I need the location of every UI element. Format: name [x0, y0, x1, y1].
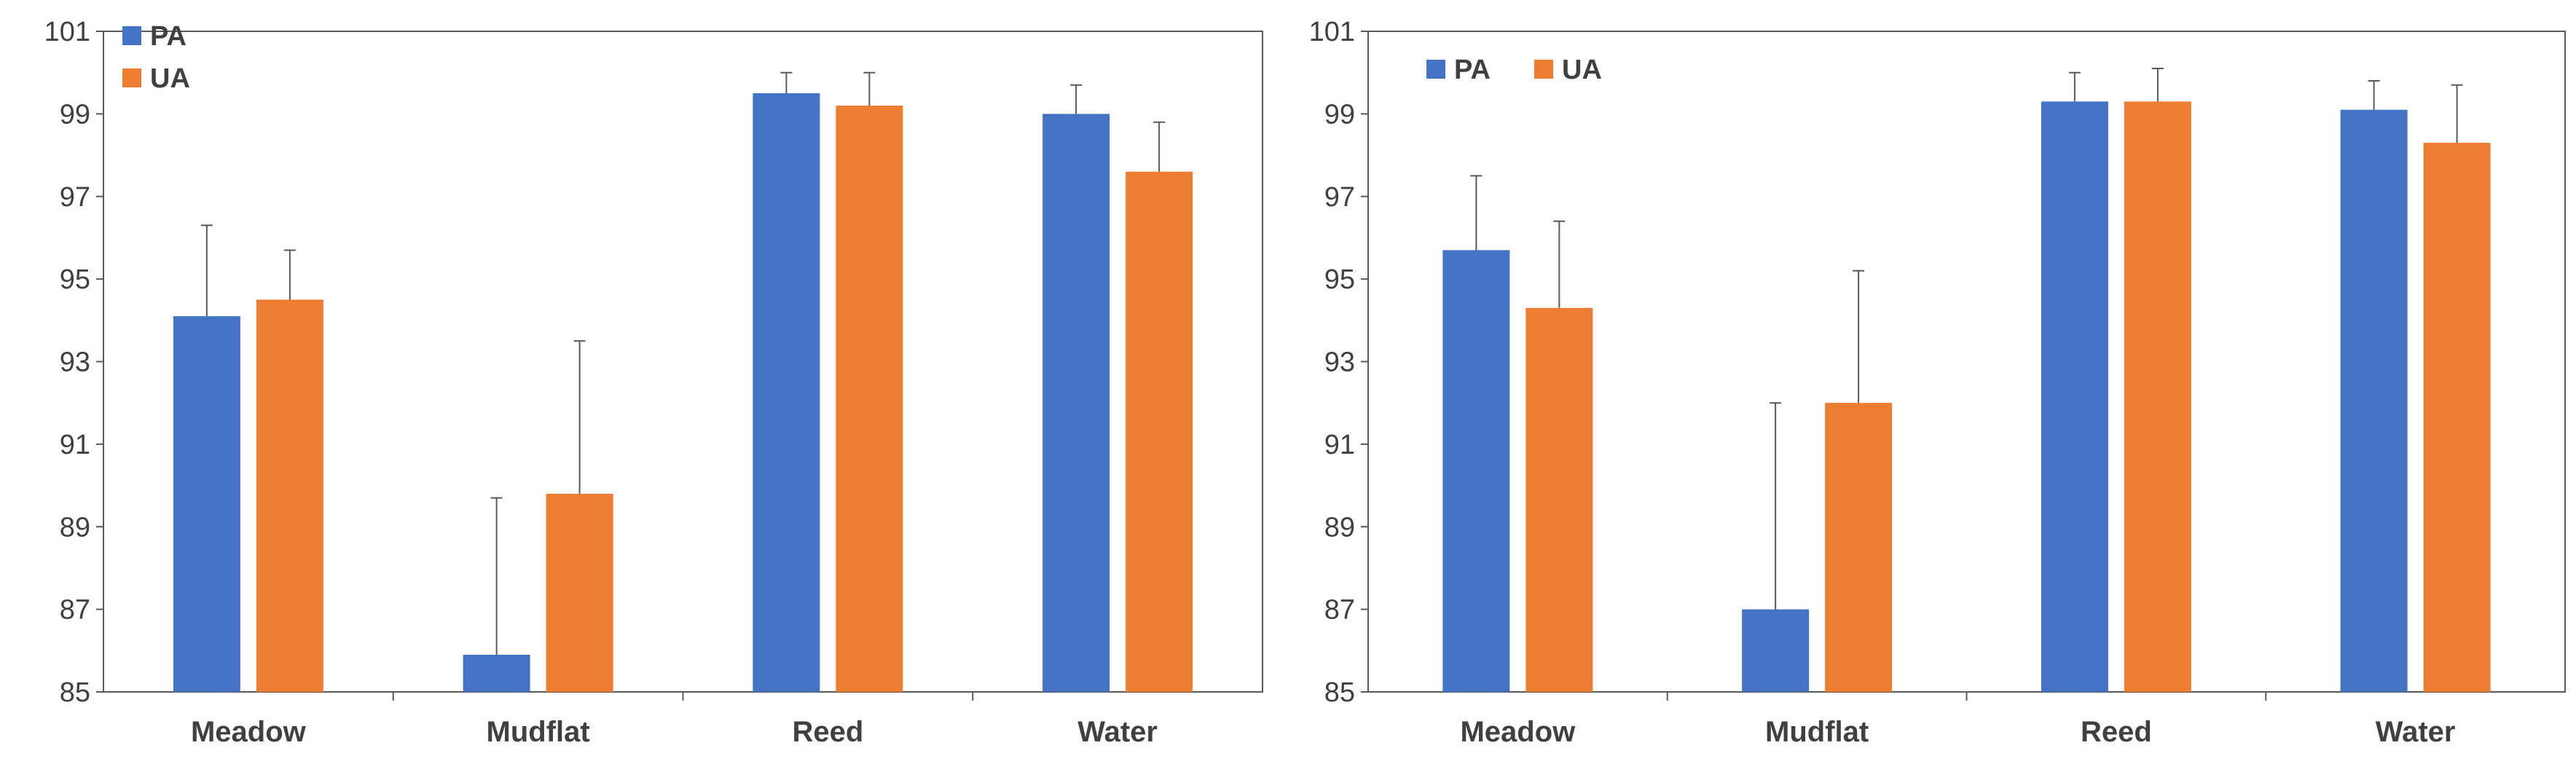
category-label: Water [2376, 716, 2456, 748]
y-tick-label: 85 [1324, 677, 1355, 708]
legend-swatch-ua [1534, 60, 1553, 79]
y-tick-label: 95 [60, 264, 90, 295]
bar-pa [2041, 101, 2108, 692]
category-label: Reed [792, 716, 863, 748]
category-label: Reed [2081, 716, 2152, 748]
bar-ua [2124, 101, 2191, 692]
y-tick-label: 99 [60, 99, 90, 130]
bar-ua [2423, 143, 2491, 692]
y-tick-label: 95 [1324, 264, 1355, 295]
category-label: Mudflat [1765, 716, 1869, 748]
bar-pa [173, 316, 240, 692]
y-tick-label: 89 [1324, 512, 1355, 543]
chart-1: 85 87 89 91 93 95 97 99 101 Meadow Mudflat Reed Wate… [44, 17, 1263, 748]
y-tick-label: 87 [1324, 595, 1355, 626]
bar-pa [1742, 609, 1810, 692]
y-tick-label: 91 [1324, 430, 1355, 460]
y-tick-label: 91 [60, 430, 90, 460]
bar-ua [546, 493, 613, 692]
legend-label-pa: PA [1454, 55, 1491, 85]
bar-pa [1442, 250, 1510, 693]
legend-swatch-pa [1426, 60, 1445, 79]
bar-ua [1825, 403, 1893, 692]
y-tick-label: 93 [1324, 347, 1355, 378]
bar-ua [256, 299, 323, 692]
legend: PA UA [1426, 55, 1602, 85]
y-tick-label: 93 [60, 347, 90, 378]
legend: PA UA [122, 21, 190, 94]
category-label: Meadow [191, 716, 307, 748]
legend-swatch-pa [122, 26, 141, 45]
y-tick-label: 87 [60, 595, 90, 626]
y-tick-label: 89 [60, 512, 90, 543]
bar-ua [836, 106, 903, 693]
y-tick-label: 101 [44, 17, 90, 47]
y-tick-label: 97 [60, 182, 90, 213]
legend-label-ua: UA [1562, 55, 1602, 85]
chart-2: 85 87 89 91 93 95 97 99 101 Meadow Mudflat Reed Wate… [1309, 17, 2566, 748]
legend-label-ua: UA [150, 63, 190, 94]
category-label: Water [1077, 716, 1158, 748]
legend-swatch-ua [122, 68, 141, 87]
bar-pa [1042, 114, 1110, 692]
y-tick-label: 97 [1324, 182, 1355, 213]
y-tick-label: 85 [60, 677, 90, 708]
category-label: Meadow [1460, 716, 1576, 748]
bar-pa [2340, 109, 2408, 693]
bar-ua [1126, 171, 1193, 693]
legend-label-pa: PA [150, 21, 186, 52]
bar-ua [1525, 307, 1593, 692]
category-label: Mudflat [487, 716, 590, 748]
bar-pa [753, 93, 820, 692]
y-tick-label: 101 [1309, 17, 1355, 47]
y-tick-label: 99 [1324, 99, 1355, 130]
bar-pa [463, 654, 530, 692]
